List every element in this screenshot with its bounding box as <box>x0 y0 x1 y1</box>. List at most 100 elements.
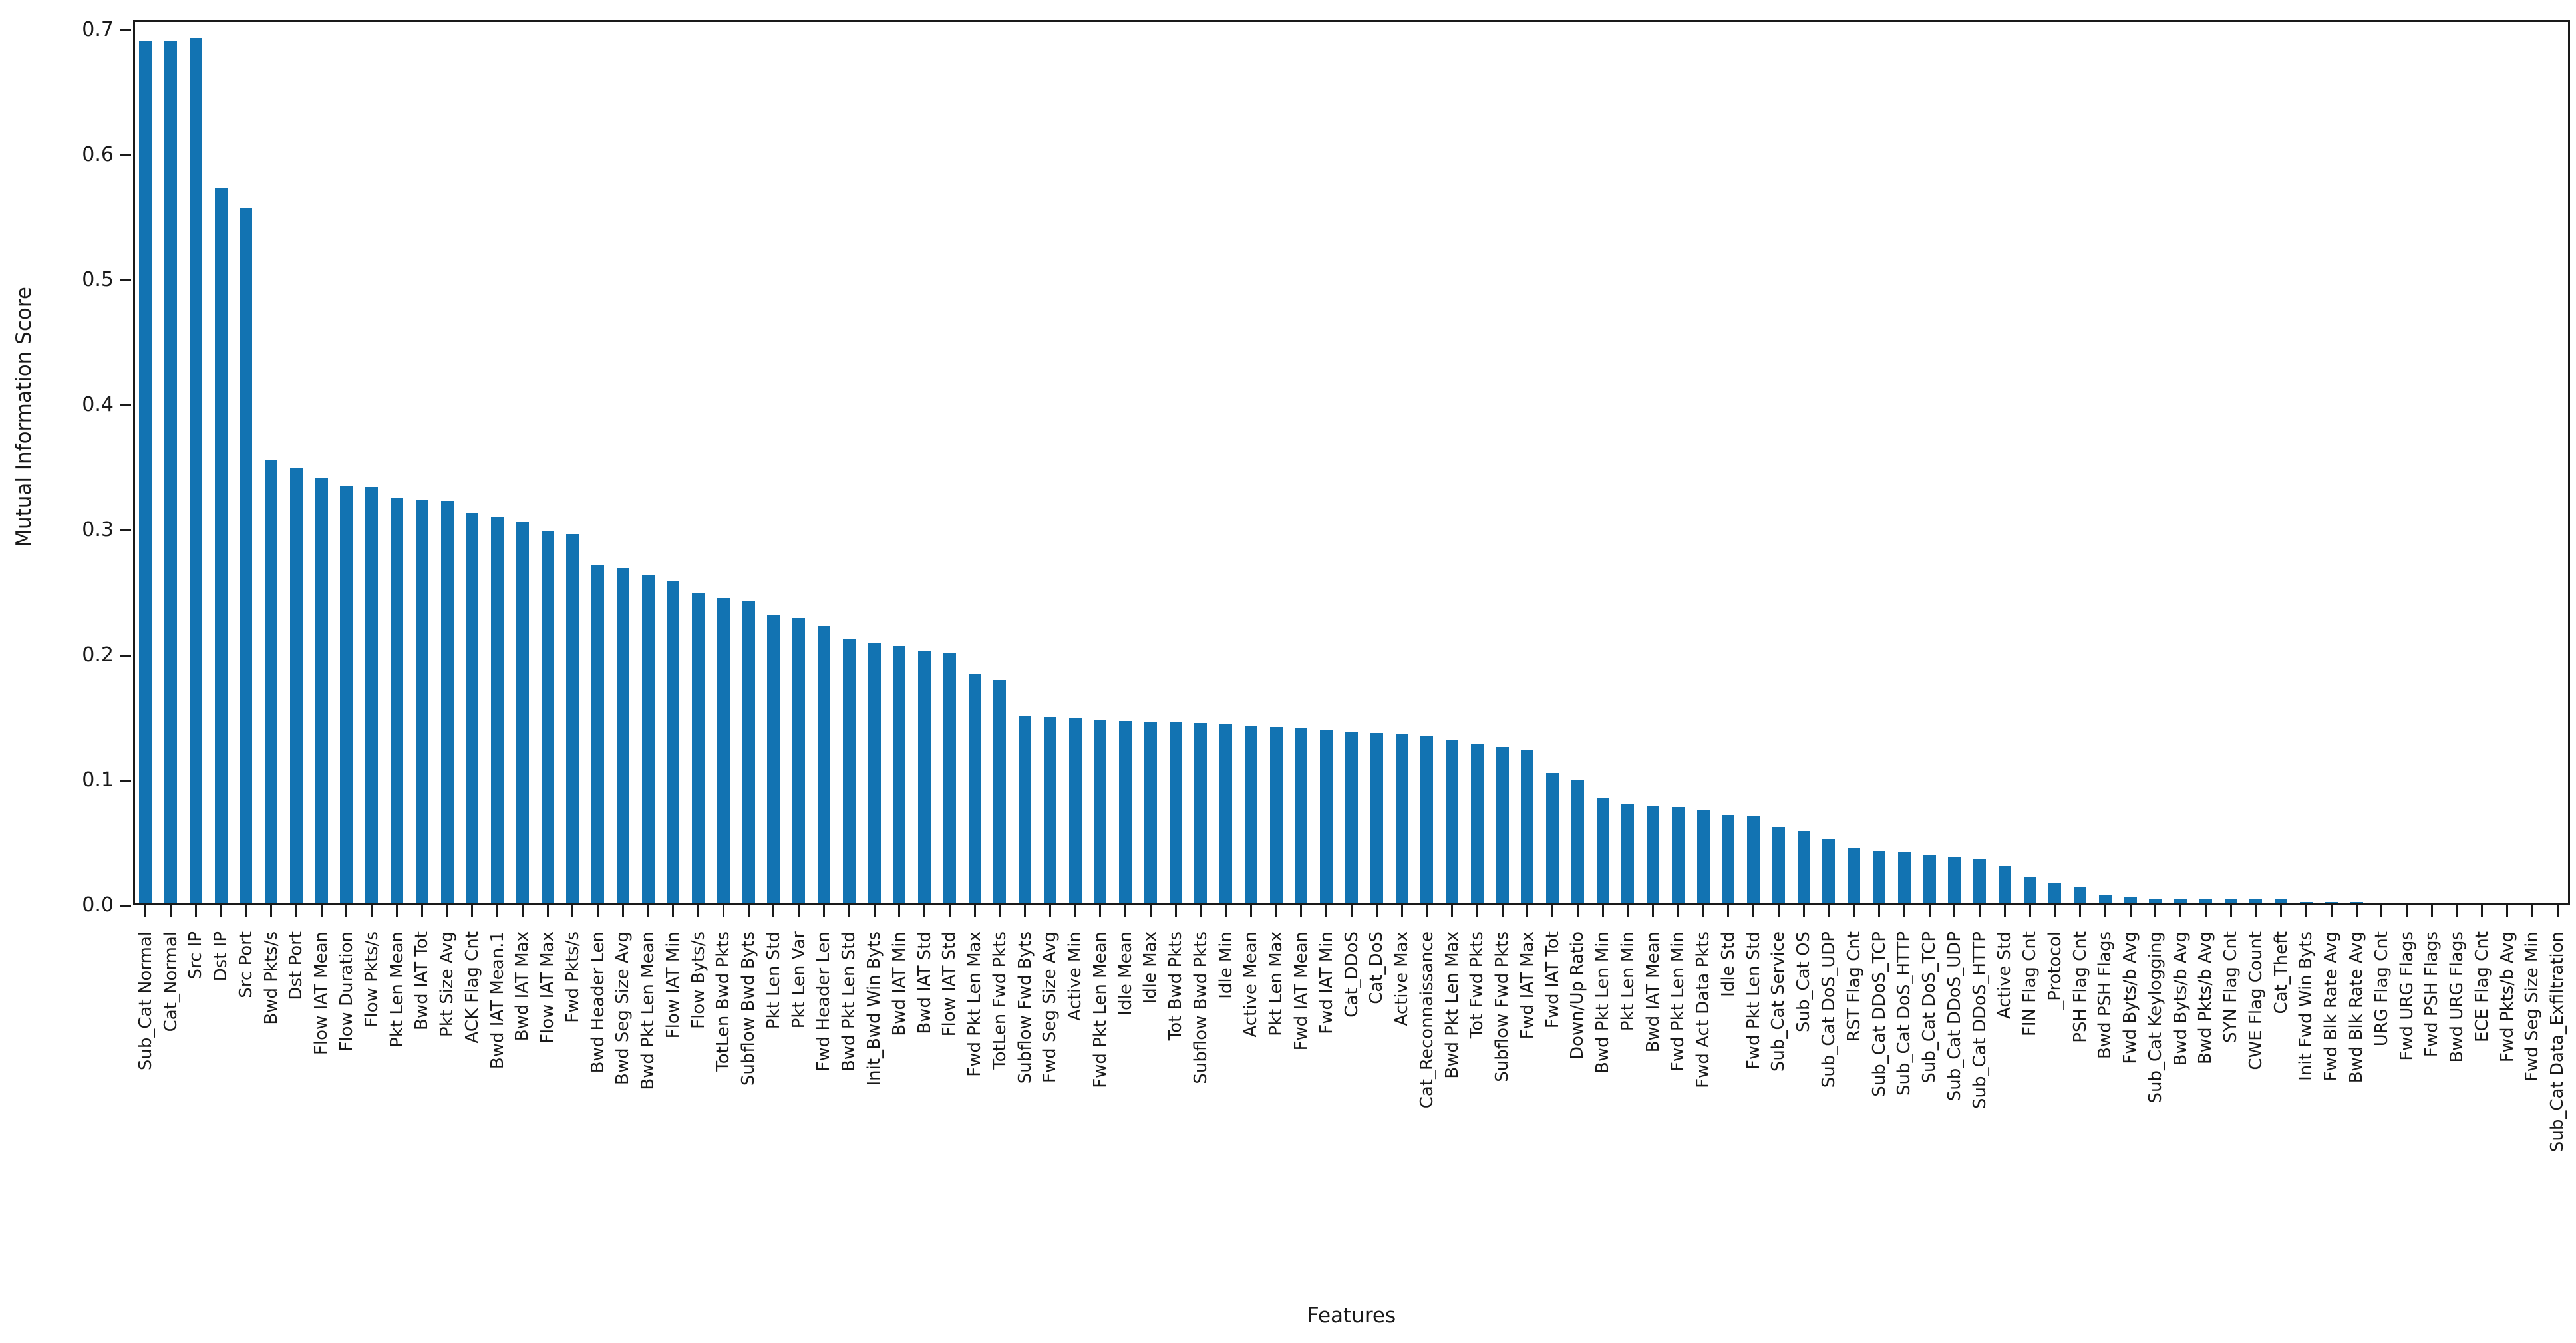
bar <box>1470 744 1484 903</box>
x-tick-label: Sub_Cat DoS_UDP <box>1818 931 1839 1088</box>
bar <box>692 593 705 903</box>
x-tick-label: Bwd IAT Std <box>914 931 935 1034</box>
bar <box>767 615 780 903</box>
x-axis-tick <box>672 905 675 917</box>
x-axis-tick <box>1400 905 1403 917</box>
bar <box>1822 839 1836 903</box>
x-axis-tick <box>1351 905 1353 917</box>
x-axis-tick <box>371 905 373 917</box>
x-tick-label: Bwd IAT Mean <box>1643 931 1663 1053</box>
x-tick-label: ACK Flag Cnt <box>462 931 482 1044</box>
x-tick-label: Idle Std <box>1718 931 1738 997</box>
x-axis-tick <box>2204 905 2207 917</box>
x-tick-label: Pkt Len Std <box>763 931 784 1030</box>
x-axis-tick <box>973 905 976 917</box>
x-axis-tick <box>1526 905 1529 917</box>
x-tick-label: Bwd Pkts/b Avg <box>2195 931 2216 1065</box>
bar <box>2098 895 2112 903</box>
x-tick-label: Bwd Pkt Len Std <box>839 931 860 1072</box>
x-axis-tick <box>345 905 348 917</box>
bar <box>2124 897 2137 903</box>
bar <box>1873 851 1886 903</box>
bar <box>1320 730 1333 903</box>
bar <box>1747 816 1760 903</box>
bar <box>1244 726 1257 903</box>
x-axis-tick <box>1124 905 1127 917</box>
x-axis-tick <box>2355 905 2358 917</box>
x-tick-label: Bwd Header Len <box>587 931 608 1074</box>
x-tick-label: ECE Flag Cnt <box>2472 931 2492 1042</box>
x-tick-label: Sub_Cat DDoS_UDP <box>1944 931 1965 1102</box>
y-axis-title: Mutual Information Score <box>12 286 36 547</box>
x-tick-label: Fwd Seg Size Avg <box>1040 931 1060 1084</box>
x-tick-label: Sub_Cat DDoS_HTTP <box>1969 931 1990 1110</box>
y-tick-label: 0.5 <box>82 268 114 291</box>
x-axis-tick <box>1501 905 1504 917</box>
bar <box>2275 899 2288 903</box>
x-axis-tick <box>822 905 825 917</box>
x-axis-tick <box>320 905 323 917</box>
x-axis-tick <box>597 905 599 917</box>
x-axis-tick <box>1375 905 1378 917</box>
bar <box>1370 733 1383 903</box>
x-tick-label: Tot Fwd Pkts <box>1467 931 1488 1039</box>
x-axis-tick <box>471 905 474 917</box>
x-tick-label: FIN Flag Cnt <box>2020 931 2040 1037</box>
bar <box>641 575 655 903</box>
bar <box>1068 718 1082 903</box>
x-axis-tick <box>170 905 172 917</box>
x-tick-label: Cat_Reconnaissance <box>1416 931 1437 1109</box>
x-axis-tick <box>1426 905 1428 917</box>
x-axis-tick <box>2129 905 2132 917</box>
x-tick-label: Bwd IAT Tot <box>412 931 432 1031</box>
x-tick-label: Bwd Pkt Len Min <box>1593 931 1613 1074</box>
x-axis-title: Features <box>1307 1304 1396 1328</box>
bar <box>1647 806 1660 903</box>
bar <box>868 643 881 903</box>
bar <box>1295 728 1308 903</box>
x-axis-tick <box>2456 905 2458 917</box>
x-axis-tick <box>621 905 624 917</box>
x-axis-tick <box>873 905 876 917</box>
x-axis-tick <box>1903 905 1905 917</box>
x-tick-label: Cat_DDoS <box>1341 931 1362 1018</box>
x-tick-label: Bwd PSH Flags <box>2095 931 2116 1060</box>
x-axis-tick <box>2104 905 2106 917</box>
x-tick-label: Flow IAT Min <box>663 931 683 1039</box>
x-axis-tick <box>1752 905 1755 917</box>
bar <box>1019 716 1032 903</box>
x-axis-tick <box>521 905 524 917</box>
x-tick-label: Bwd IAT Min <box>889 931 909 1036</box>
bar <box>566 534 579 903</box>
y-axis-tick <box>120 29 131 31</box>
x-tick-label: SYN Flag Cnt <box>2221 931 2241 1043</box>
bar <box>591 565 605 903</box>
bar <box>1621 804 1635 903</box>
y-tick-label: 0.4 <box>82 393 114 416</box>
bar <box>1043 717 1056 903</box>
x-tick-label: Sub_Cat Keylogging <box>2145 931 2166 1104</box>
x-tick-label: Flow IAT Mean <box>311 931 332 1056</box>
x-axis-tick <box>571 905 574 917</box>
x-axis-tick <box>1476 905 1478 917</box>
bar <box>1194 723 1208 903</box>
x-axis-tick <box>1702 905 1704 917</box>
x-tick-label: Idle Max <box>1140 931 1161 1004</box>
y-tick-label: 0.7 <box>82 18 114 41</box>
x-tick-label: Dst Port <box>286 931 307 1000</box>
bar <box>1973 859 1987 903</box>
bar <box>1446 740 1459 903</box>
x-axis-tick <box>1249 905 1252 917</box>
bar <box>2174 899 2187 903</box>
bar <box>1395 734 1408 903</box>
x-tick-label: Fwd Byts/b Avg <box>2120 931 2141 1064</box>
bar <box>391 498 403 903</box>
bar <box>1998 866 2011 903</box>
x-axis-tick <box>1627 905 1629 917</box>
x-tick-label: Flow IAT Max <box>538 931 558 1044</box>
bar <box>491 517 504 903</box>
x-axis-tick <box>2028 905 2031 917</box>
x-tick-label: Subflow Bwd Pkts <box>1190 931 1211 1084</box>
x-axis-tick <box>848 905 850 917</box>
